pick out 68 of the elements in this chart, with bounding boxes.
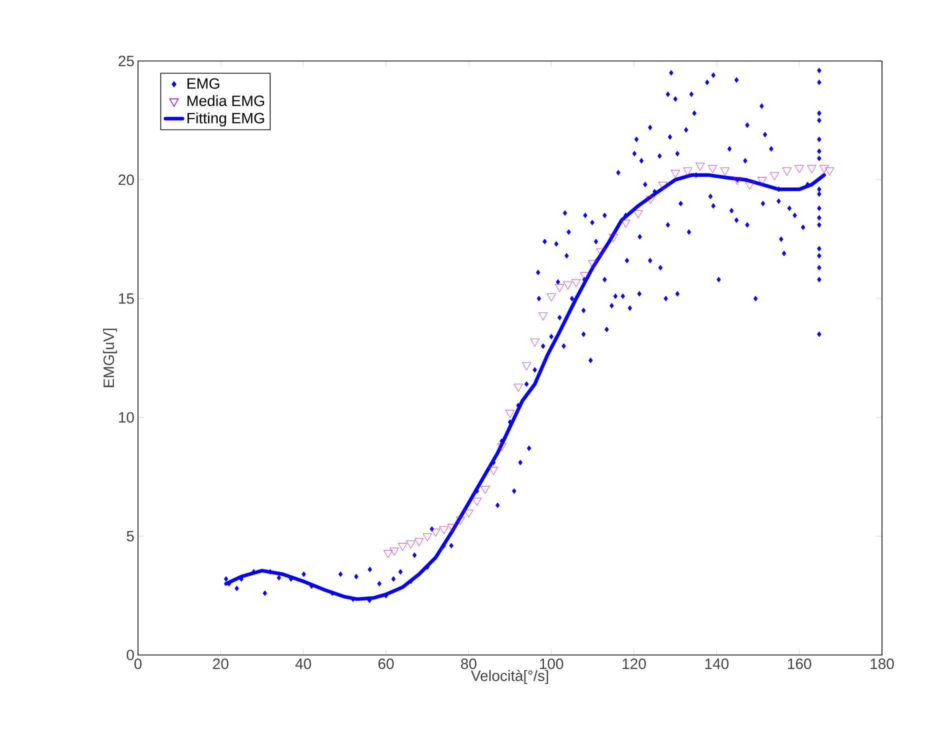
- point: [580, 272, 589, 280]
- legend-label: Fitting EMG: [188, 112, 264, 126]
- point: [720, 168, 730, 176]
- point: [758, 177, 767, 185]
- y-tick-label: 25: [118, 56, 134, 66]
- point: [708, 165, 718, 174]
- point: [514, 384, 523, 392]
- point: [825, 168, 834, 176]
- point: [670, 170, 680, 178]
- point: [555, 284, 564, 292]
- y-tick-label: 15: [119, 293, 134, 304]
- point: [596, 248, 606, 256]
- x-tick-label: 40: [295, 658, 312, 670]
- y-tick-label: 5: [126, 530, 134, 542]
- point: [480, 486, 490, 494]
- x-tick-label: 180: [870, 658, 894, 670]
- point: [431, 528, 440, 537]
- point: [807, 165, 816, 174]
- point: [456, 516, 465, 525]
- point: [820, 165, 829, 174]
- point: [696, 162, 705, 171]
- point: [390, 548, 399, 556]
- x-tick-label: 160: [788, 658, 812, 670]
- legend-label: Media EMG: [188, 95, 264, 106]
- point: [794, 165, 804, 174]
- point: [634, 210, 643, 218]
- point: [745, 182, 754, 190]
- point: [770, 172, 780, 180]
- x-tick-label: 100: [540, 658, 564, 670]
- legend-label: EMG: [188, 78, 220, 89]
- x-tick-label: 140: [705, 658, 729, 670]
- y-axis-title: EMG[uV]: [103, 328, 118, 388]
- point: [488, 466, 498, 475]
- point: [406, 540, 416, 548]
- point: [683, 168, 692, 176]
- point: [530, 338, 540, 347]
- point: [608, 234, 618, 242]
- point: [439, 526, 448, 534]
- x-axis-title: Velocità[°/s]: [470, 670, 548, 684]
- point: [546, 294, 556, 302]
- y-tick-label: 10: [119, 412, 134, 423]
- point: [464, 510, 474, 518]
- point: [572, 279, 581, 288]
- point: [398, 543, 408, 551]
- point: [448, 524, 457, 532]
- point: [505, 410, 515, 418]
- point: [497, 443, 506, 452]
- point: [384, 550, 393, 558]
- line-series: [224, 173, 826, 601]
- point: [538, 312, 548, 320]
- point: [563, 282, 572, 290]
- point: [522, 362, 532, 370]
- point: [621, 220, 630, 228]
- point: [646, 196, 656, 204]
- point: [472, 498, 482, 506]
- x-tick-label: 60: [378, 658, 394, 670]
- x-tick-label: 120: [622, 658, 646, 670]
- point: [782, 168, 792, 176]
- point: [658, 182, 668, 190]
- point: [588, 260, 598, 268]
- x-tick-label: 20: [213, 658, 228, 670]
- point: [414, 538, 424, 546]
- point: [422, 533, 432, 542]
- y-tick-label: 0: [126, 650, 134, 660]
- x-tick-label: 80: [461, 658, 476, 670]
- y-tick-label: 20: [118, 174, 134, 186]
- point: [732, 177, 742, 185]
- x-tick-label: 0: [134, 658, 142, 670]
